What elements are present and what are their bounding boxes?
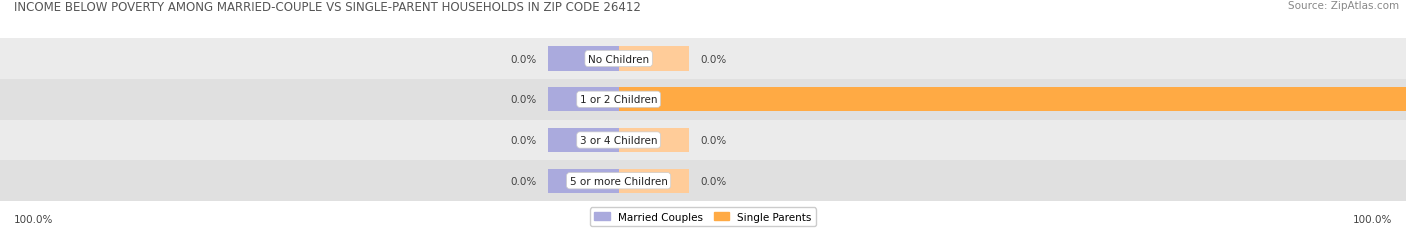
Bar xyxy=(619,169,689,193)
Text: Source: ZipAtlas.com: Source: ZipAtlas.com xyxy=(1288,1,1399,11)
Bar xyxy=(548,47,619,71)
Bar xyxy=(619,88,1406,112)
Bar xyxy=(619,47,689,71)
Bar xyxy=(548,169,619,193)
Bar xyxy=(548,128,619,152)
Text: 100.0%: 100.0% xyxy=(1353,214,1392,224)
Text: 0.0%: 0.0% xyxy=(510,176,537,186)
Text: 0.0%: 0.0% xyxy=(700,135,727,145)
Text: No Children: No Children xyxy=(588,54,650,64)
Text: 0.0%: 0.0% xyxy=(700,176,727,186)
Bar xyxy=(0,120,1406,161)
Text: 100.0%: 100.0% xyxy=(14,214,53,224)
Text: 0.0%: 0.0% xyxy=(510,54,537,64)
Text: 1 or 2 Children: 1 or 2 Children xyxy=(579,95,658,105)
Text: 3 or 4 Children: 3 or 4 Children xyxy=(579,135,658,145)
Bar xyxy=(0,39,1406,79)
Text: INCOME BELOW POVERTY AMONG MARRIED-COUPLE VS SINGLE-PARENT HOUSEHOLDS IN ZIP COD: INCOME BELOW POVERTY AMONG MARRIED-COUPL… xyxy=(14,1,641,14)
Bar xyxy=(619,128,689,152)
Text: 0.0%: 0.0% xyxy=(700,54,727,64)
Bar xyxy=(0,161,1406,201)
Text: 5 or more Children: 5 or more Children xyxy=(569,176,668,186)
Bar xyxy=(548,88,619,112)
Legend: Married Couples, Single Parents: Married Couples, Single Parents xyxy=(591,208,815,226)
Bar xyxy=(0,79,1406,120)
Text: 0.0%: 0.0% xyxy=(510,135,537,145)
Text: 0.0%: 0.0% xyxy=(510,95,537,105)
